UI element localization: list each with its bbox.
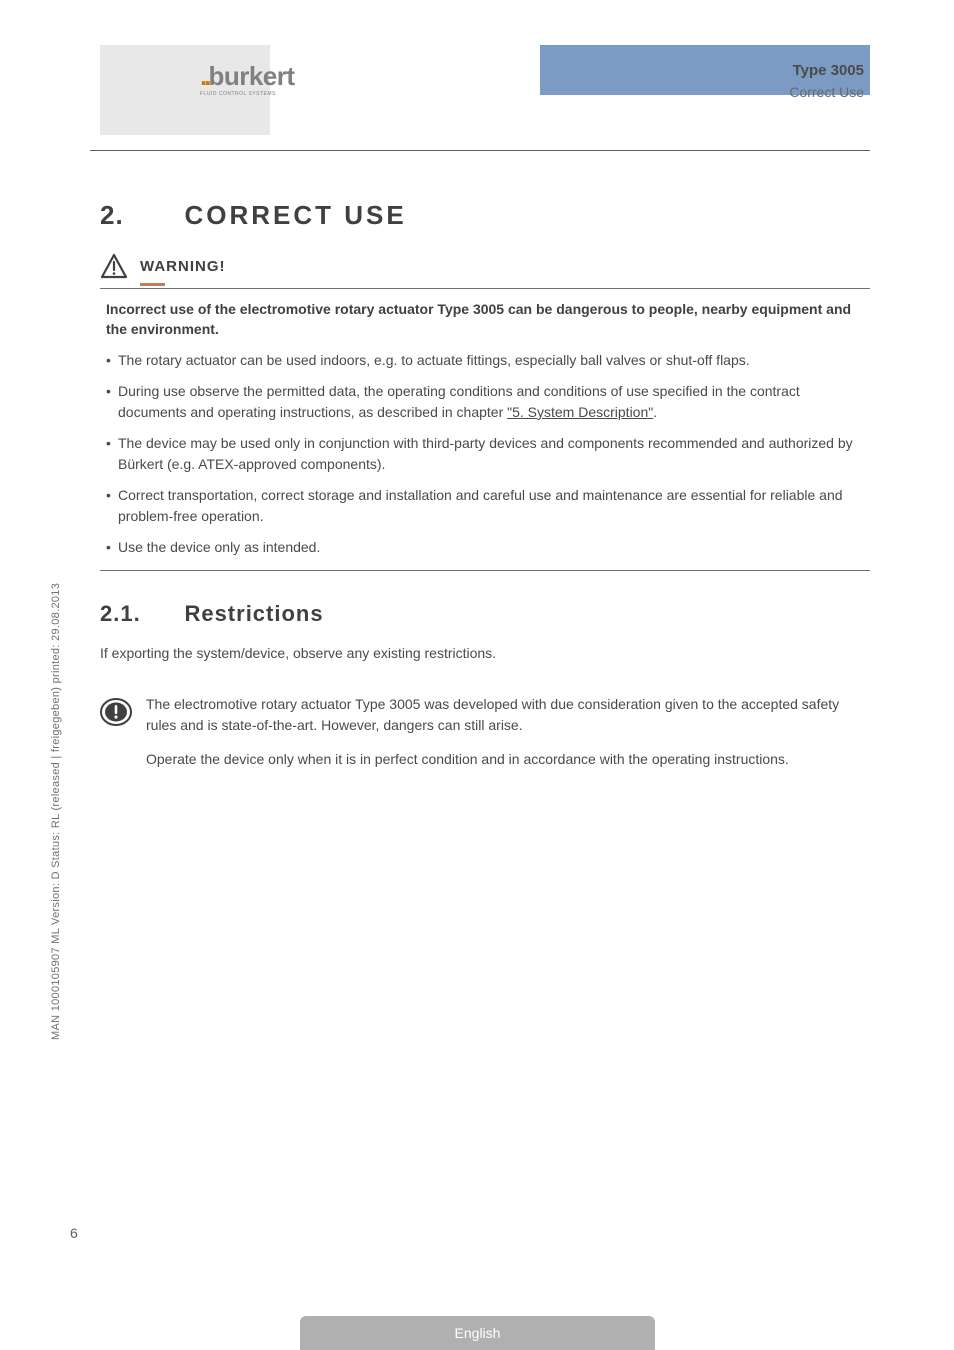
warning-bullet: During use observe the permitted data, t… (106, 381, 864, 423)
note-line1: The electromotive rotary actuator Type 3… (146, 694, 870, 737)
side-meta-text: MAN 1000105907 ML Version: D Status: RL … (50, 583, 62, 1040)
warning-label: WARNING! (140, 258, 226, 275)
warning-bullet: Correct transportation, correct storage … (106, 485, 864, 527)
doc-section-label: Correct Use (789, 84, 864, 100)
logo-tagline: FLUID CONTROL SYSTEMS (200, 91, 320, 97)
header-divider (90, 150, 870, 151)
doc-type: Type 3005 (793, 62, 864, 79)
note-box: The electromotive rotary actuator Type 3… (100, 694, 870, 771)
bullet-text: The device may be used only in conjuncti… (118, 435, 853, 472)
subsection-number: 2.1. (100, 601, 180, 627)
section-heading: 2. CORRECT USE (100, 200, 870, 231)
bullet-text: The rotary actuator can be used indoors,… (118, 352, 750, 368)
logo: ..burkert FLUID CONTROL SYSTEMS (200, 63, 320, 97)
warning-bullet: Use the device only as intended. (106, 537, 864, 558)
warning-bullet: The device may be used only in conjuncti… (106, 433, 864, 475)
subsection-title: Restrictions (184, 601, 323, 627)
warning-bullet: The rotary actuator can be used indoors,… (106, 350, 864, 371)
footer-language-tab: English (300, 1316, 655, 1350)
logo-brand: ..burkert (200, 63, 320, 89)
warning-triangle-icon (100, 253, 128, 279)
bullet-text-post: . (653, 404, 657, 420)
system-description-link[interactable]: "5. System Description" (507, 404, 653, 420)
warning-body: Incorrect use of the electromotive rotar… (100, 288, 870, 571)
bullet-text: Use the device only as intended. (118, 539, 320, 555)
section-number: 2. (100, 200, 180, 231)
bullet-text: Correct transportation, correct storage … (118, 487, 843, 524)
section-title: CORRECT USE (184, 200, 406, 231)
bullet-text-pre: During use observe the permitted data, t… (118, 383, 800, 420)
warning-heading-row: WARNING! (100, 253, 870, 279)
subsection-heading: 2.1. Restrictions (100, 601, 870, 627)
page-number: 6 (70, 1225, 78, 1241)
main-content: 2. CORRECT USE WARNING! Incorrect use of… (100, 200, 870, 771)
note-text: The electromotive rotary actuator Type 3… (146, 694, 870, 771)
warning-accent-bar (140, 283, 165, 286)
info-exclamation-icon (100, 696, 132, 728)
subsection-body: If exporting the system/device, observe … (100, 643, 870, 664)
note-line2: Operate the device only when it is in pe… (146, 749, 870, 771)
warning-lead-text: Incorrect use of the electromotive rotar… (106, 299, 864, 340)
